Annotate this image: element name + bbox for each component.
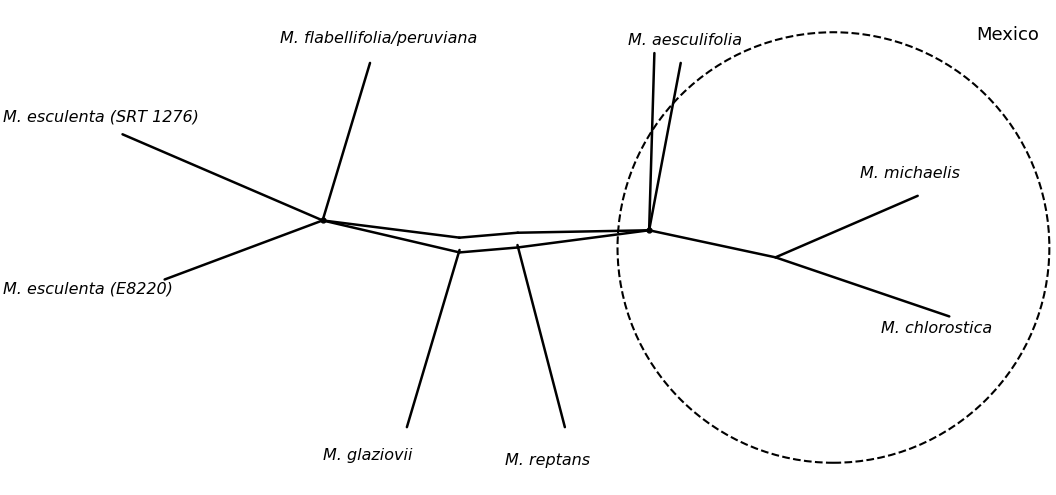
Text: M. esculenta (SRT 1276): M. esculenta (SRT 1276) <box>3 109 200 125</box>
Text: M. esculenta (E8220): M. esculenta (E8220) <box>3 282 173 297</box>
Text: M. flabellifolia/peruviana: M. flabellifolia/peruviana <box>281 31 477 46</box>
Text: M. reptans: M. reptans <box>505 452 590 468</box>
Text: M. michaelis: M. michaelis <box>860 166 960 181</box>
Text: M. glaziovii: M. glaziovii <box>323 447 412 463</box>
Text: M. aesculifolia: M. aesculifolia <box>628 33 742 49</box>
Text: Mexico: Mexico <box>976 26 1039 44</box>
Text: M. chlorostica: M. chlorostica <box>881 321 992 336</box>
